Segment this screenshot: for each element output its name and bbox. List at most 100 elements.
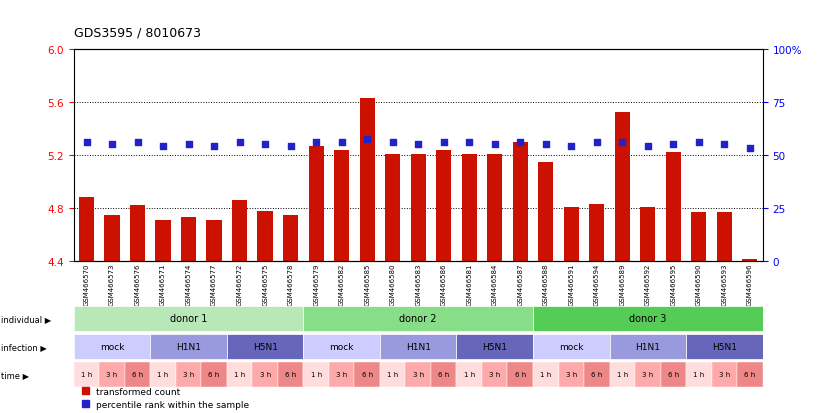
Bar — [716, 213, 731, 262]
Text: 3 h: 3 h — [259, 371, 270, 377]
Bar — [359, 99, 374, 262]
Text: 3 h: 3 h — [106, 371, 118, 377]
Bar — [486, 154, 502, 262]
Point — [513, 139, 526, 146]
Bar — [303, 334, 379, 359]
Text: donor 2: donor 2 — [399, 313, 437, 324]
Text: GSM466587: GSM466587 — [517, 263, 523, 305]
Point — [310, 139, 323, 146]
Point — [666, 142, 679, 148]
Text: GSM466590: GSM466590 — [695, 263, 701, 305]
Text: GSM466575: GSM466575 — [262, 263, 268, 305]
Text: GSM466592: GSM466592 — [644, 263, 650, 305]
Bar — [354, 362, 379, 387]
Point — [590, 139, 603, 146]
Bar — [201, 362, 227, 387]
Bar — [379, 334, 456, 359]
Bar — [456, 334, 532, 359]
Text: GSM466584: GSM466584 — [491, 263, 497, 305]
Bar — [74, 306, 303, 331]
Bar — [150, 334, 227, 359]
Text: GSM466585: GSM466585 — [364, 263, 369, 305]
Point — [233, 139, 246, 146]
Text: GSM466578: GSM466578 — [287, 263, 293, 305]
Text: 3 h: 3 h — [412, 371, 423, 377]
Point — [182, 142, 195, 148]
Text: mock: mock — [559, 342, 583, 351]
Text: 1 h: 1 h — [616, 371, 627, 377]
Text: 3 h: 3 h — [717, 371, 729, 377]
Text: GSM466595: GSM466595 — [669, 263, 676, 305]
Text: 1 h: 1 h — [692, 371, 704, 377]
Text: GSM466579: GSM466579 — [313, 263, 319, 305]
Bar — [74, 362, 99, 387]
Text: GSM466582: GSM466582 — [338, 263, 344, 305]
Bar — [156, 221, 170, 262]
Text: 6 h: 6 h — [514, 371, 525, 377]
Bar — [257, 211, 273, 262]
Bar — [333, 150, 349, 262]
Text: 6 h: 6 h — [667, 371, 678, 377]
Bar — [232, 201, 247, 262]
Point — [283, 143, 296, 150]
Text: H5N1: H5N1 — [252, 342, 278, 351]
Bar — [385, 154, 400, 262]
Point — [742, 146, 755, 152]
Text: 6 h: 6 h — [590, 371, 602, 377]
Bar — [711, 362, 736, 387]
Point — [437, 139, 450, 146]
Bar — [181, 218, 196, 262]
Text: H1N1: H1N1 — [635, 342, 659, 351]
Bar — [328, 362, 354, 387]
Text: GSM466577: GSM466577 — [210, 263, 217, 305]
Text: donor 1: donor 1 — [170, 313, 207, 324]
Text: individual ▶: individual ▶ — [1, 314, 51, 323]
Text: GSM466594: GSM466594 — [593, 263, 599, 305]
Bar — [507, 362, 532, 387]
Text: infection ▶: infection ▶ — [1, 342, 47, 351]
Text: 1 h: 1 h — [81, 371, 92, 377]
Bar — [583, 362, 609, 387]
Text: 6 h: 6 h — [285, 371, 296, 377]
Bar — [634, 362, 660, 387]
Text: H1N1: H1N1 — [405, 342, 430, 351]
Point — [360, 136, 373, 143]
Point — [564, 143, 577, 150]
Bar — [690, 213, 706, 262]
Text: GSM466573: GSM466573 — [109, 263, 115, 305]
Bar — [456, 362, 482, 387]
Text: GSM466596: GSM466596 — [746, 263, 752, 305]
Bar — [532, 306, 762, 331]
Point — [106, 142, 119, 148]
Text: 3 h: 3 h — [183, 371, 194, 377]
Bar — [175, 362, 201, 387]
Bar — [436, 150, 450, 262]
Text: 6 h: 6 h — [437, 371, 449, 377]
Point — [207, 143, 220, 150]
Bar — [686, 334, 762, 359]
Bar — [609, 334, 686, 359]
Bar — [278, 362, 303, 387]
Text: 6 h: 6 h — [744, 371, 754, 377]
Text: GSM466593: GSM466593 — [721, 263, 726, 305]
Bar — [686, 362, 711, 387]
Point — [539, 142, 552, 148]
Point — [411, 142, 424, 148]
Bar — [227, 334, 303, 359]
Text: GSM466574: GSM466574 — [185, 263, 192, 305]
Point — [335, 139, 348, 146]
Bar — [99, 362, 124, 387]
Text: GSM466591: GSM466591 — [568, 263, 573, 305]
Text: H5N1: H5N1 — [482, 342, 507, 351]
Point — [462, 139, 475, 146]
Bar — [640, 207, 654, 262]
Bar — [79, 198, 94, 262]
Text: donor 3: donor 3 — [628, 313, 666, 324]
Bar — [461, 154, 477, 262]
Point — [131, 139, 144, 146]
Text: mock: mock — [100, 342, 124, 351]
Text: GSM466583: GSM466583 — [414, 263, 421, 305]
Text: 1 h: 1 h — [310, 371, 321, 377]
Text: 1 h: 1 h — [540, 371, 550, 377]
Text: GDS3595 / 8010673: GDS3595 / 8010673 — [74, 26, 201, 39]
